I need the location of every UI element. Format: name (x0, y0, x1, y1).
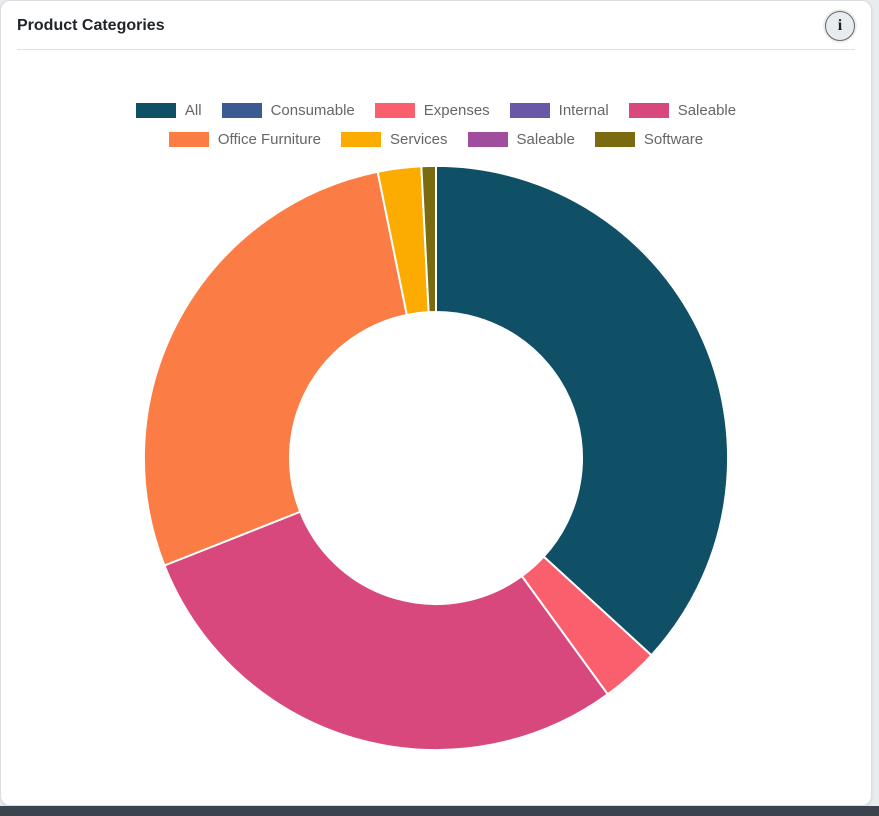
legend-label: Saleable (677, 102, 737, 119)
legend-item-expenses[interactable]: Expenses (374, 102, 490, 119)
legend-label: Expenses (423, 102, 490, 119)
legend-label: Internal (558, 102, 609, 119)
legend-row: All Consumable Expenses Internal Saleable (135, 102, 737, 119)
legend-swatch (168, 132, 209, 147)
legend-item-all[interactable]: All (135, 102, 202, 119)
legend-swatch (467, 132, 508, 147)
legend-swatch (135, 103, 176, 118)
info-button[interactable]: i (825, 11, 855, 41)
legend-item-saleable[interactable]: Saleable (467, 131, 575, 148)
legend-label: Software (643, 131, 704, 148)
legend-item-services[interactable]: Services (340, 131, 448, 148)
legend-item-internal[interactable]: Internal (509, 102, 609, 119)
legend-swatch (221, 103, 262, 118)
donut-slice-all[interactable] (435, 164, 729, 657)
donut-slice-software[interactable] (420, 164, 437, 314)
page-bottom-strip (0, 806, 879, 816)
legend-label: Services (389, 131, 448, 148)
legend-swatch (594, 132, 635, 147)
legend-swatch (374, 103, 415, 118)
legend-swatch (628, 103, 669, 118)
legend-item-office-furniture[interactable]: Office Furniture (168, 131, 321, 148)
legend-label: All (184, 102, 202, 119)
donut-slice-saleable[interactable] (163, 510, 610, 752)
legend-label: Consumable (270, 102, 355, 119)
donut-chart[interactable] (140, 162, 732, 754)
card-header: Product Categories i (1, 1, 871, 49)
legend-label: Office Furniture (217, 131, 321, 148)
info-icon: i (837, 17, 843, 34)
legend-swatch (509, 103, 550, 118)
product-categories-card: Product Categories i All Consumable Expens… (0, 0, 872, 806)
chart-legend: All Consumable Expenses Internal Saleable Off… (135, 102, 737, 148)
legend-row: Office Furniture Services Saleable Software (168, 131, 704, 148)
legend-item-saleable[interactable]: Saleable (628, 102, 737, 119)
legend-item-software[interactable]: Software (594, 131, 704, 148)
chart-area: All Consumable Expenses Internal Saleable Off… (1, 50, 871, 754)
legend-label: Saleable (516, 131, 575, 148)
card-title: Product Categories (17, 17, 165, 34)
donut-slice-office-furniture[interactable] (142, 170, 408, 567)
legend-swatch (340, 132, 381, 147)
header-divider (17, 49, 855, 50)
legend-item-consumable[interactable]: Consumable (221, 102, 355, 119)
